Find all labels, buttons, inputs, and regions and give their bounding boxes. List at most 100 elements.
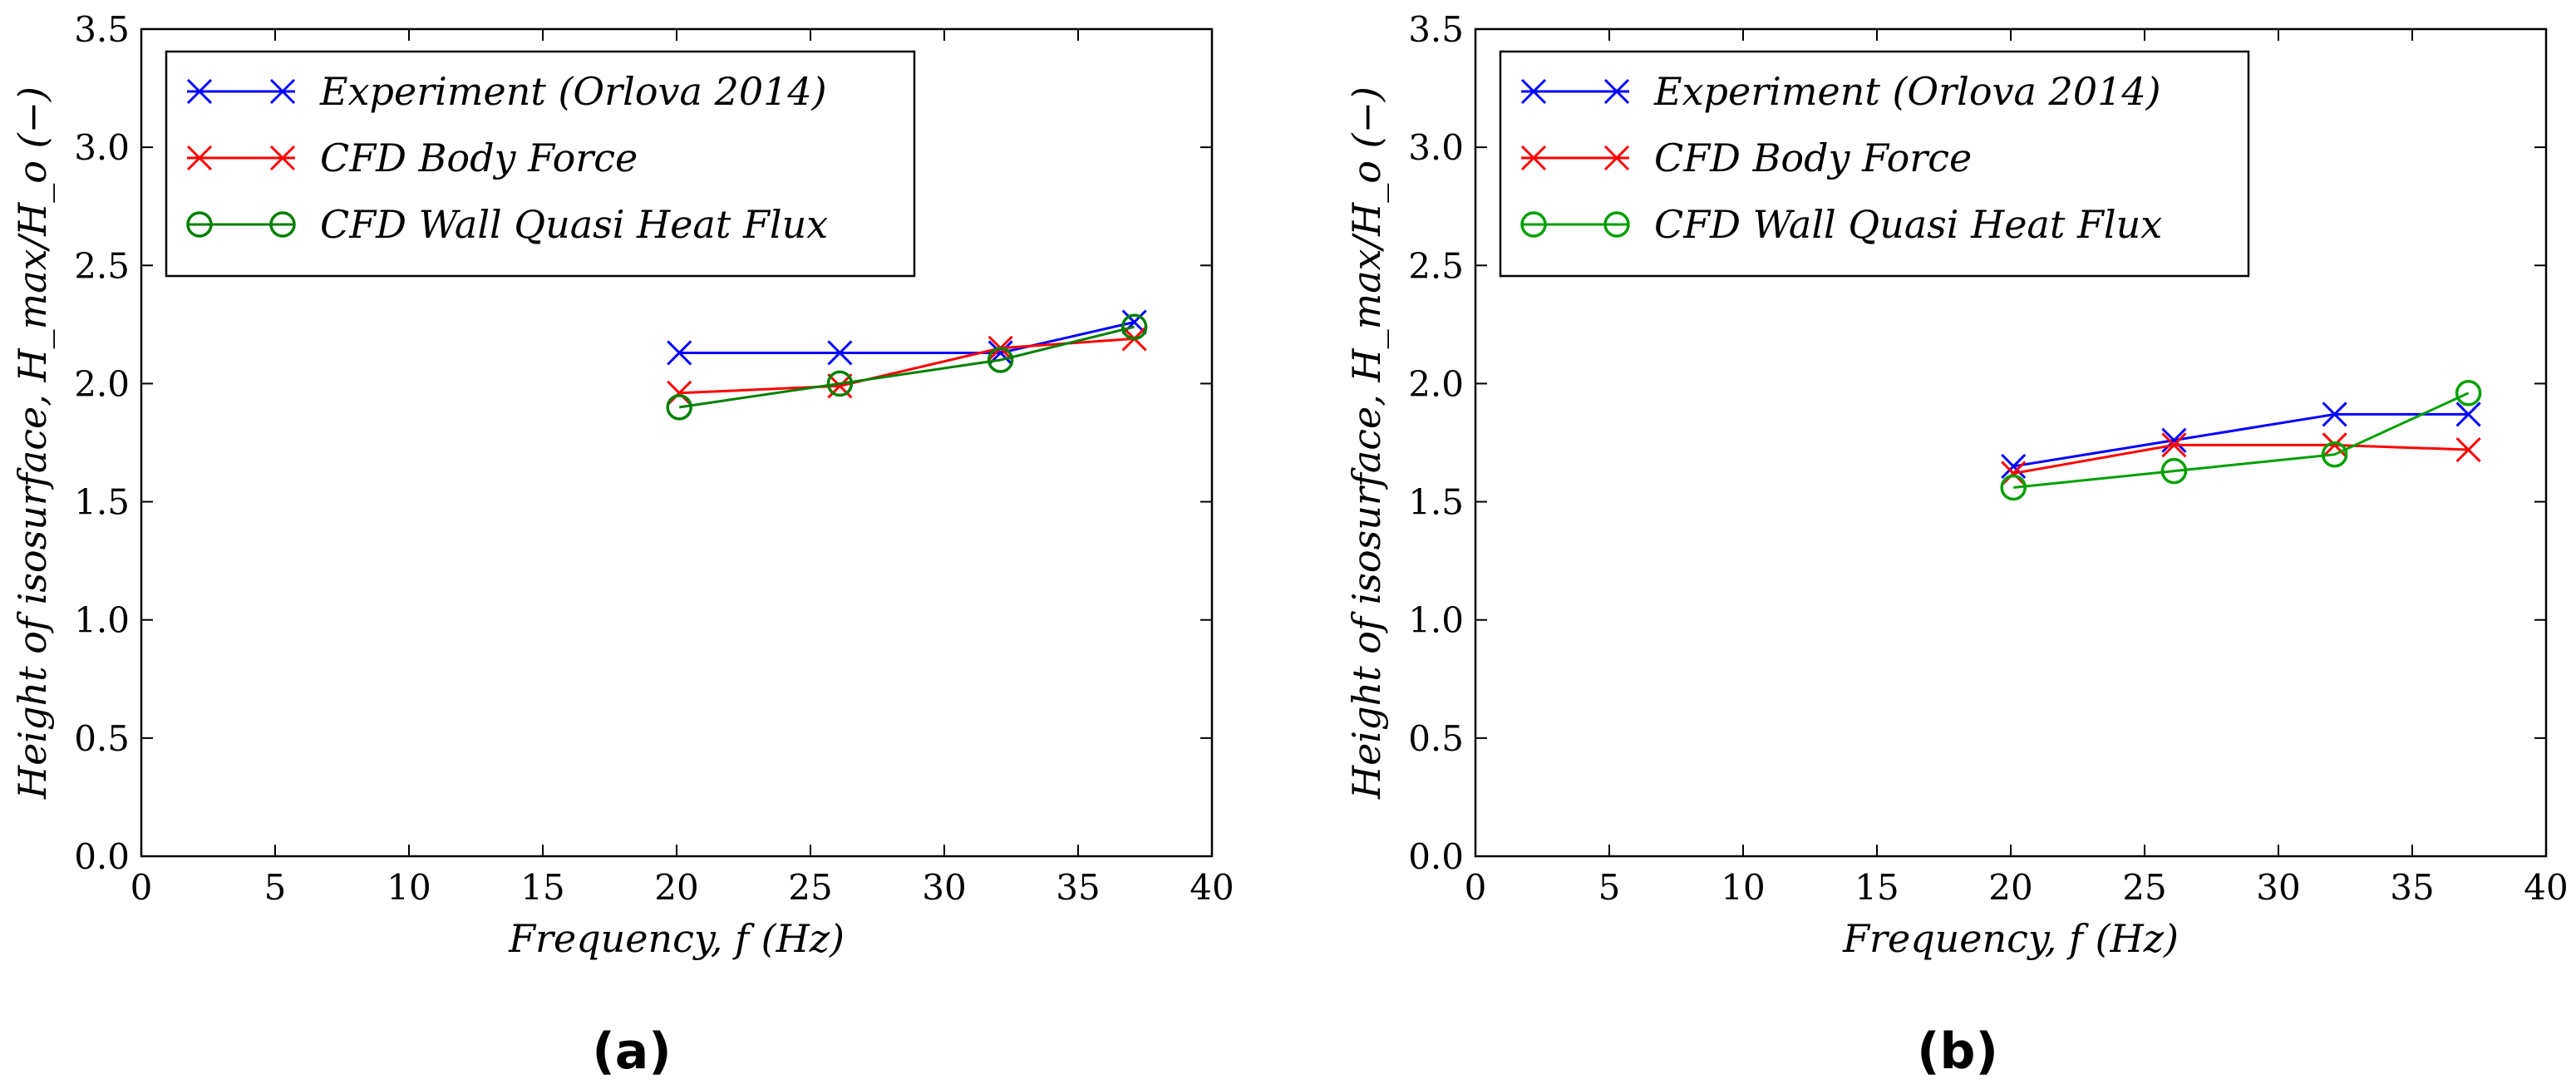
panel-caption: (b): [1917, 1022, 1998, 1081]
data-point: [2322, 432, 2347, 458]
x-tick-label: 35: [1056, 867, 1100, 908]
series-0: [2001, 402, 2481, 479]
legend-entry: CFD Wall Quasi Heat Flux: [186, 202, 828, 247]
y-tick-label: 2.5: [74, 245, 130, 286]
data-point: [2322, 402, 2347, 427]
series-line: [679, 325, 1135, 409]
y-tick-label: 1.5: [74, 482, 130, 523]
series-1: [2001, 432, 2481, 486]
x-tick-label: 40: [1189, 867, 1234, 908]
legend-entry: CFD Body Force: [186, 136, 638, 180]
x-tick-label: 0: [131, 867, 153, 908]
legend-label: Experiment (Orlova 2014): [319, 69, 827, 114]
data-point: [1520, 145, 1547, 171]
y-tick-label: 3.5: [1408, 9, 1464, 50]
y-tick-label: 2.0: [74, 363, 130, 404]
legend: Experiment (Orlova 2014) CFD Body Force CF…: [1499, 50, 2250, 278]
y-tick-label: 0.5: [74, 718, 130, 759]
x-tick-label: 10: [1721, 867, 1765, 908]
x-tick-label: 10: [387, 867, 431, 908]
y-tick-label: 3.5: [74, 9, 130, 50]
data-point: [827, 340, 853, 366]
legend-label: CFD Wall Quasi Heat Flux: [1654, 202, 2162, 247]
x-tick-label: 35: [2390, 867, 2434, 908]
series-line: [2012, 412, 2469, 468]
y-axis-label: Height of isosurface, H_max/H_o (−): [1344, 86, 1389, 800]
legend: Experiment (Orlova 2014) CFD Body Force CF…: [165, 50, 916, 278]
data-point: [666, 394, 692, 421]
legend-label: CFD Body Force: [1654, 136, 1972, 180]
data-point: [1603, 78, 1630, 105]
data-point: [2161, 432, 2187, 458]
series-2: [666, 313, 1148, 421]
data-point: [2455, 380, 2482, 407]
legend-box: [165, 50, 916, 278]
legend-label: Experiment (Orlova 2014): [1653, 69, 2161, 114]
x-tick-label: 30: [922, 867, 966, 908]
x-tick-label: 5: [1598, 867, 1621, 908]
chart-panel-b: 0 5 10 15 20 25 30 35 40 0.0 0.5 1.0 1.5 2.0 2.5 3.0 3.5…: [1344, 9, 2569, 1081]
legend-entry: Experiment (Orlova 2014): [1520, 69, 2161, 114]
y-tick-label: 1.0: [74, 600, 130, 641]
series-1: [667, 326, 1147, 406]
x-tick-label: 0: [1465, 867, 1487, 908]
data-point: [2001, 461, 2027, 486]
y-tick-label: 3.0: [1408, 127, 1464, 168]
data-point: [2000, 474, 2027, 501]
x-tick-label: 25: [788, 867, 832, 908]
series-0: [667, 309, 1147, 366]
data-point: [269, 78, 296, 105]
data-point: [186, 211, 213, 238]
data-point: [826, 370, 854, 397]
data-point: [667, 340, 692, 366]
x-tick-label: 30: [2256, 867, 2300, 908]
data-point: [269, 211, 296, 238]
legend-label: CFD Wall Quasi Heat Flux: [320, 202, 828, 247]
data-point: [1603, 145, 1630, 171]
data-point: [1520, 78, 1547, 105]
data-point: [186, 78, 213, 105]
data-point: [667, 380, 692, 406]
y-tick-label: 2.5: [1408, 245, 1464, 286]
x-tick-label: 5: [264, 867, 287, 908]
y-tick-label: 1.5: [1408, 482, 1464, 523]
data-point: [1520, 211, 1547, 238]
x-tick-label: 20: [654, 867, 698, 908]
series-line: [679, 321, 1135, 354]
legend-entry: CFD Wall Quasi Heat Flux: [1520, 202, 2162, 247]
data-point: [2160, 457, 2188, 485]
data-point: [2455, 436, 2481, 463]
y-tick-label: 3.0: [74, 127, 130, 168]
y-axis-label: Height of isosurface, H_max/H_o (−): [10, 86, 55, 800]
y-tick-label: 0.0: [1408, 836, 1464, 877]
x-tick-label: 20: [1988, 867, 2032, 908]
legend-entry: CFD Body Force: [1520, 136, 1972, 180]
data-point: [186, 145, 213, 171]
y-tick-label: 0.5: [1408, 718, 1464, 759]
series-line: [679, 337, 1135, 395]
x-tick-label: 25: [2122, 867, 2166, 908]
x-tick-label: 15: [520, 867, 564, 908]
data-point: [1603, 211, 1630, 238]
legend-entry: Experiment (Orlova 2014): [186, 69, 827, 114]
legend-box: [1499, 50, 2250, 278]
series-2: [2000, 380, 2482, 501]
y-tick-label: 2.0: [1408, 363, 1464, 404]
series-line: [2013, 392, 2470, 490]
data-point: [2001, 453, 2027, 479]
x-tick-label: 40: [2524, 867, 2568, 908]
panel-caption: (a): [592, 1022, 671, 1081]
y-tick-label: 1.0: [1408, 600, 1464, 641]
data-point: [2321, 441, 2348, 468]
x-tick-label: 15: [1854, 867, 1899, 908]
x-axis-label: Frequency, f (Hz): [1842, 916, 2179, 961]
y-tick-label: 0.0: [74, 836, 130, 877]
x-axis-label: Frequency, f (Hz): [508, 916, 845, 961]
chart-panel-a: 0 5 10 15 20 25 30 35 40 0.0 0.5 1.0 1.5 2.0 2.5 3.0 3.5…: [10, 9, 1234, 1081]
data-point: [2161, 427, 2187, 453]
data-point: [987, 347, 1014, 373]
series-line: [2012, 443, 2469, 475]
data-point: [1121, 313, 1148, 340]
data-point: [2455, 402, 2481, 427]
